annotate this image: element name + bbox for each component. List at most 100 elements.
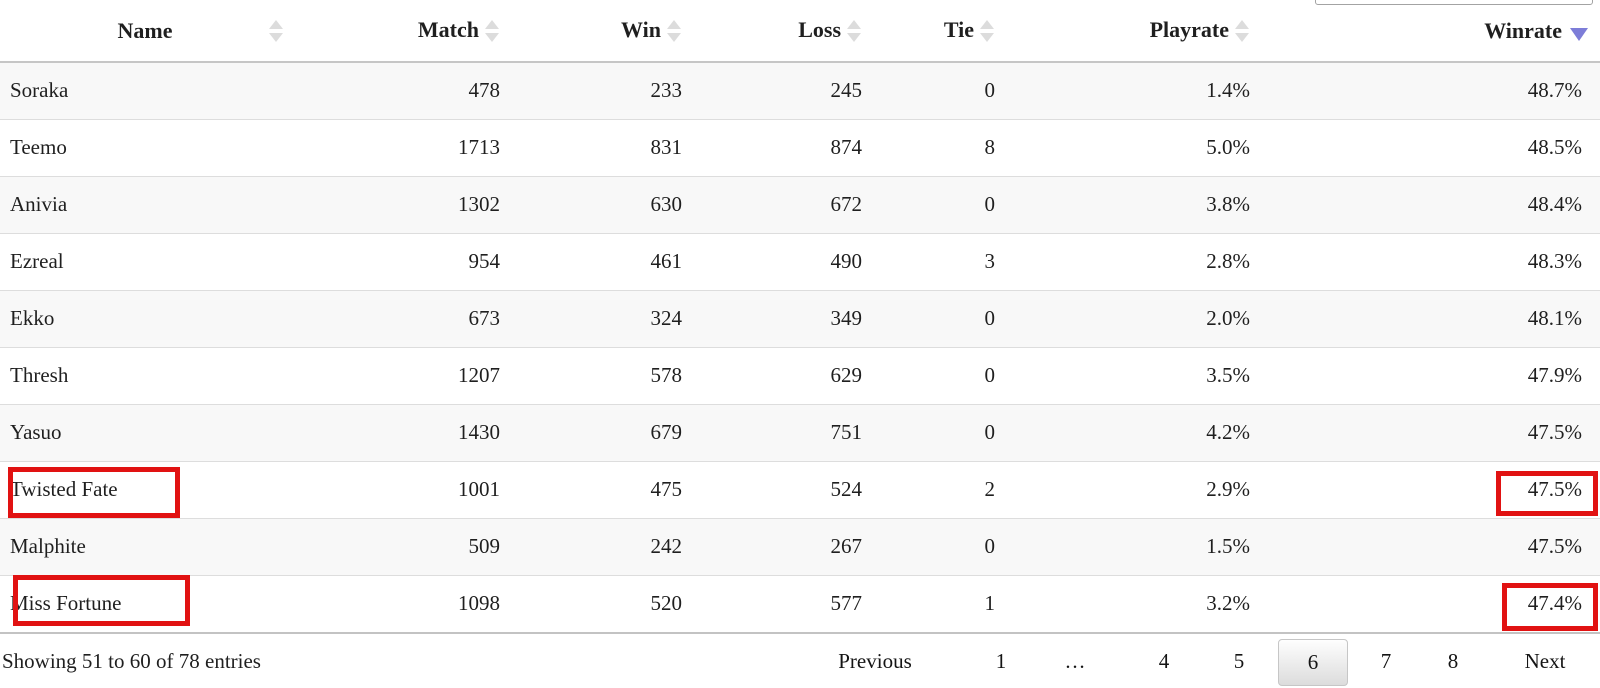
pagination-page[interactable]: 8 — [1447, 648, 1459, 673]
cell-value: 577 — [692, 574, 872, 632]
cell-name: Anivia — [0, 175, 290, 233]
cell-name: Ezreal — [0, 232, 290, 290]
table-footer: Showing 51 to 60 of 78 entries Previous … — [0, 632, 1600, 688]
sort-both-icon — [979, 18, 995, 44]
sort-both-icon — [1234, 18, 1250, 44]
entries-info: Showing 51 to 60 of 78 entries — [2, 648, 261, 673]
cell-value: 47.9% — [1260, 346, 1600, 404]
table-row: Malphite 509 242 267 0 1.5% 47.5% — [0, 517, 1600, 575]
cell-name: Malphite — [0, 517, 290, 575]
pagination-ellipsis: … — [1064, 648, 1086, 673]
cell-value: 672 — [692, 175, 872, 233]
stats-table: Name Match Win Loss Tie Playrate Winrate… — [0, 0, 1600, 632]
cell-value: 751 — [692, 403, 872, 461]
cell-value: 3.2% — [1005, 574, 1260, 632]
cell-value: 630 — [510, 175, 692, 233]
cell-name: Ekko — [0, 289, 290, 347]
cell-value: 2 — [872, 460, 1005, 518]
table-row: Anivia 1302 630 672 0 3.8% 48.4% — [0, 175, 1600, 233]
cell-value: 490 — [692, 232, 872, 290]
cell-value: 48.7% — [1260, 61, 1600, 119]
cell-value: 47.5% — [1260, 517, 1600, 575]
cell-value: 47.4% — [1260, 574, 1600, 632]
cell-value: 48.4% — [1260, 175, 1600, 233]
cell-value: 324 — [510, 289, 692, 347]
cell-value: 245 — [692, 61, 872, 119]
cell-value: 831 — [510, 118, 692, 176]
cell-value: 47.5% — [1260, 460, 1600, 518]
cell-value: 242 — [510, 517, 692, 575]
cell-value: 2.0% — [1005, 289, 1260, 347]
table-row: Yasuo 1430 679 751 0 4.2% 47.5% — [0, 403, 1600, 461]
cell-value: 1430 — [290, 403, 510, 461]
table-body: Soraka 478 233 245 0 1.4% 48.7% Teemo 1713 831 874… — [0, 61, 1600, 632]
cell-value: 475 — [510, 460, 692, 518]
cell-value: 478 — [290, 61, 510, 119]
column-header-winrate[interactable]: Winrate — [1260, 0, 1600, 63]
column-label: Playrate — [1149, 16, 1229, 42]
cell-name: Miss Fortune — [0, 574, 290, 632]
cell-value: 954 — [290, 232, 510, 290]
column-header-name[interactable]: Name — [0, 0, 290, 63]
column-label: Match — [417, 16, 479, 42]
cell-value: 520 — [510, 574, 692, 632]
column-header-tie[interactable]: Tie — [872, 0, 1005, 63]
pagination-page[interactable]: 7 — [1380, 648, 1392, 673]
cell-value: 1713 — [290, 118, 510, 176]
cell-name: Teemo — [0, 118, 290, 176]
cell-value: 48.5% — [1260, 118, 1600, 176]
cell-value: 0 — [872, 175, 1005, 233]
table-row: Teemo 1713 831 874 8 5.0% 48.5% — [0, 118, 1600, 176]
table-row: Thresh 1207 578 629 0 3.5% 47.9% — [0, 346, 1600, 404]
column-label: Tie — [943, 16, 974, 42]
cell-value: 0 — [872, 289, 1005, 347]
pagination-page[interactable]: 4 — [1158, 648, 1170, 673]
search-input[interactable] — [1315, 0, 1593, 5]
cell-name: Twisted Fate — [0, 460, 290, 518]
sort-both-icon — [666, 18, 682, 44]
cell-value: 349 — [692, 289, 872, 347]
column-header-win[interactable]: Win — [510, 0, 692, 63]
column-header-match[interactable]: Match — [290, 0, 510, 63]
cell-value: 4.2% — [1005, 403, 1260, 461]
header-row: Name Match Win Loss Tie Playrate Winrate — [0, 0, 1600, 63]
cell-value: 1207 — [290, 346, 510, 404]
table-row: Ezreal 954 461 490 3 2.8% 48.3% — [0, 232, 1600, 290]
cell-value: 3.5% — [1005, 346, 1260, 404]
sort-desc-icon — [1570, 27, 1588, 41]
column-label: Name — [117, 17, 173, 43]
table-row: Ekko 673 324 349 0 2.0% 48.1% — [0, 289, 1600, 347]
sort-both-icon — [268, 18, 284, 44]
cell-value: 1 — [872, 574, 1005, 632]
cell-value: 48.1% — [1260, 289, 1600, 347]
pagination-page[interactable]: 5 — [1233, 648, 1245, 673]
sort-both-icon — [846, 18, 862, 44]
cell-value: 0 — [872, 61, 1005, 119]
table-row: Soraka 478 233 245 0 1.4% 48.7% — [0, 61, 1600, 119]
cell-value: 2.8% — [1005, 232, 1260, 290]
table-row: Twisted Fate 1001 475 524 2 2.9% 47.5% — [0, 460, 1600, 518]
column-header-loss[interactable]: Loss — [692, 0, 872, 63]
cell-value: 1.4% — [1005, 61, 1260, 119]
cell-value: 1001 — [290, 460, 510, 518]
table-row: Miss Fortune 1098 520 577 1 3.2% 47.4% — [0, 574, 1600, 632]
pagination-previous-button[interactable]: Previous — [838, 648, 912, 673]
pagination-next-button[interactable]: Next — [1524, 648, 1566, 673]
cell-value: 1.5% — [1005, 517, 1260, 575]
pagination-page[interactable]: 1 — [995, 648, 1007, 673]
cell-value: 679 — [510, 403, 692, 461]
cell-name: Soraka — [0, 61, 290, 119]
cell-name: Yasuo — [0, 403, 290, 461]
cell-value: 461 — [510, 232, 692, 290]
cell-value: 0 — [872, 403, 1005, 461]
cell-value: 874 — [692, 118, 872, 176]
column-label: Loss — [798, 16, 841, 42]
sort-both-icon — [484, 18, 500, 44]
cell-value: 3.8% — [1005, 175, 1260, 233]
pagination-page-current[interactable]: 6 — [1278, 639, 1348, 686]
cell-value: 629 — [692, 346, 872, 404]
cell-value: 524 — [692, 460, 872, 518]
cell-value: 673 — [290, 289, 510, 347]
cell-value: 233 — [510, 61, 692, 119]
column-header-playrate[interactable]: Playrate — [1005, 0, 1260, 63]
